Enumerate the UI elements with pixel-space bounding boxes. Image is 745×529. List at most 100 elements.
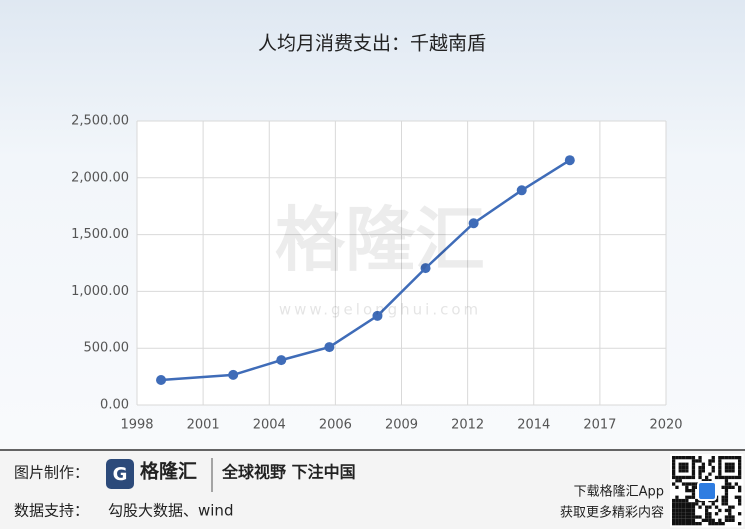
qr-cell <box>708 515 712 519</box>
qr-cell <box>728 508 732 513</box>
qr-cell <box>714 498 719 503</box>
qr-cell <box>688 505 692 509</box>
point <box>324 342 335 353</box>
qr-cell <box>701 518 705 522</box>
qr-cell <box>718 522 722 526</box>
qr-cell <box>728 469 732 473</box>
qr-cell <box>691 495 696 499</box>
qr-cell <box>728 505 732 509</box>
qr-cell <box>731 475 735 480</box>
qr-cell <box>738 495 742 499</box>
qr-cell <box>675 518 679 522</box>
qr-cell <box>685 495 689 499</box>
qr-cell <box>708 479 712 483</box>
qr-cell <box>678 505 682 509</box>
qr-cell <box>728 518 732 522</box>
qr-cell <box>724 485 729 489</box>
qr-cell <box>734 482 738 486</box>
qr-cell <box>714 512 719 516</box>
qr-cell <box>711 459 715 463</box>
x-tick-label: 2004 <box>253 418 286 433</box>
qr-cell <box>708 462 712 466</box>
qr-cell <box>691 472 696 476</box>
qr-cell <box>672 475 676 480</box>
qr-cell <box>711 465 715 470</box>
qr-cell <box>698 465 702 470</box>
qr-cell <box>691 522 696 526</box>
qr-cell <box>718 459 722 463</box>
qr-cell <box>681 515 686 519</box>
qr-cell <box>678 479 682 483</box>
qr-cell <box>718 518 722 522</box>
qr-cell <box>675 508 679 513</box>
qr-cell <box>701 502 705 506</box>
point <box>420 263 431 274</box>
qr-cell <box>681 508 686 513</box>
qr-cell <box>721 502 725 506</box>
qr-cell <box>678 518 682 522</box>
qr-cell <box>731 465 735 470</box>
qr-cell <box>691 515 696 519</box>
qr-cell <box>734 456 738 460</box>
qr-cell <box>678 462 682 466</box>
point <box>372 310 383 321</box>
qr-cell <box>685 505 689 509</box>
qr-cell <box>681 482 686 486</box>
watermark-logo: 格隆汇 <box>275 199 485 281</box>
qr-cell <box>681 475 686 480</box>
qr-cell <box>672 498 676 503</box>
qr-cell <box>691 508 696 513</box>
qr-cell <box>724 456 729 460</box>
qr-cell <box>691 512 696 516</box>
qr-cell <box>678 515 682 519</box>
qr-cell <box>698 515 702 519</box>
qr-cell <box>685 485 689 489</box>
qr-cell <box>678 456 682 460</box>
qr-cell <box>718 465 722 470</box>
qr-cell <box>685 489 689 493</box>
qr-cell <box>724 515 729 519</box>
qr-cell <box>711 456 715 460</box>
qr-cell <box>708 459 712 463</box>
qr-cell <box>738 475 742 480</box>
app-line2: 获取更多精彩内容 <box>560 505 664 521</box>
qr-cell <box>678 498 682 503</box>
x-tick-label: 2017 <box>583 418 616 433</box>
qr-cell <box>698 472 702 476</box>
qr-cell <box>691 465 696 470</box>
qr-cell <box>678 475 682 480</box>
qr-cell <box>701 462 705 466</box>
qr-cell <box>728 515 732 519</box>
qr-cell <box>721 498 725 503</box>
qr-cell <box>695 485 699 489</box>
qr-cell <box>724 518 729 522</box>
qr-cell <box>714 505 719 509</box>
qr-cell <box>685 508 689 513</box>
qr-cell <box>724 479 729 483</box>
qr-cell <box>691 456 696 460</box>
qr-cell <box>678 508 682 513</box>
qr-cell <box>685 482 689 486</box>
qr-cell <box>738 522 742 526</box>
qr-cell <box>691 502 696 506</box>
x-tick-label: 2012 <box>451 418 484 433</box>
qr-cell <box>731 505 735 509</box>
qr-cell <box>698 456 702 460</box>
qr-cell <box>705 512 709 516</box>
qr-cell <box>711 522 715 526</box>
qr-cell <box>672 459 676 463</box>
qr-cell <box>714 522 719 526</box>
qr-cell <box>691 485 696 489</box>
point <box>228 369 239 380</box>
qr-cell <box>681 462 686 466</box>
qr-cell <box>688 475 692 480</box>
qr-logo <box>697 481 717 501</box>
qr-cell <box>675 502 679 506</box>
qr-cell <box>738 469 742 473</box>
qr-cell <box>688 502 692 506</box>
qr-cell <box>721 522 725 526</box>
qr-cell <box>691 492 696 496</box>
qr-cell <box>675 456 679 460</box>
brand-icon-letter: G <box>113 464 128 485</box>
qr-cell <box>685 475 689 480</box>
